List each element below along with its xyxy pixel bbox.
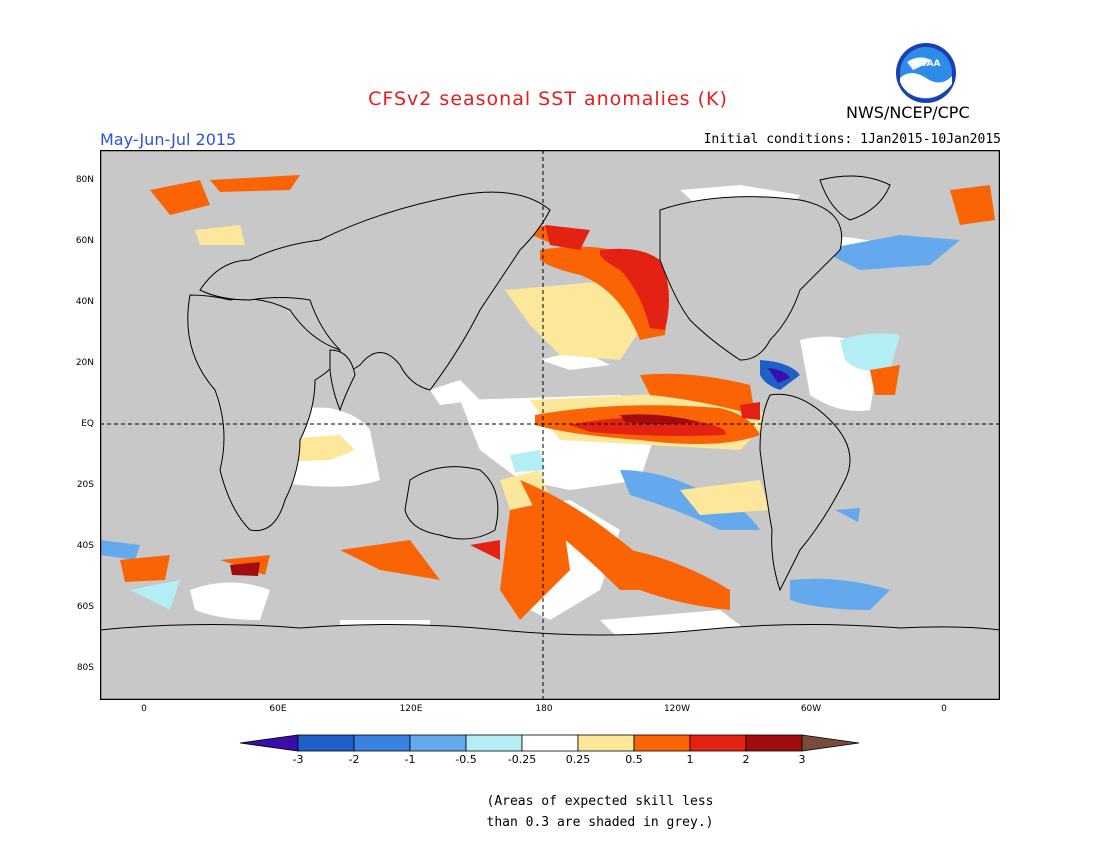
- colorbar-cell: [297, 734, 355, 752]
- colorbar-label: -1: [404, 753, 416, 766]
- lon-label: 120E: [399, 704, 423, 714]
- lat-label: 20N: [75, 358, 94, 368]
- colorbar-cell: [745, 734, 803, 752]
- agency-label: NWS/NCEP/CPC: [846, 103, 970, 122]
- initial-conditions-label: Initial conditions: 1Jan2015-10Jan2015: [703, 132, 1001, 147]
- lon-label: 0: [141, 704, 147, 714]
- very-strong-positive-anomaly-areas: [230, 414, 700, 576]
- colorbar-cell: [577, 734, 635, 752]
- very-strong-negative-anomaly-area: [768, 368, 790, 383]
- sst-anomaly-map: [100, 150, 1000, 700]
- lon-label: 60W: [800, 704, 822, 714]
- colorbar-cell: [240, 734, 299, 752]
- lat-label: 40S: [76, 541, 94, 551]
- colorbar-label: 0.25: [565, 753, 591, 766]
- noaa-logo-icon: NOAA: [896, 43, 956, 103]
- lon-label: 60E: [269, 704, 287, 714]
- lat-label: 40N: [75, 297, 94, 307]
- colorbar-cell: [409, 734, 467, 752]
- lat-label: 60S: [76, 602, 94, 612]
- colorbar: [240, 734, 860, 752]
- logo-text: NOAA: [912, 59, 941, 69]
- skill-note: (Areas of expected skill less than 0.3 a…: [486, 794, 714, 830]
- colorbar-cell: [689, 734, 747, 752]
- colorbar-label: 0.5: [625, 753, 643, 766]
- lat-label: 80S: [76, 663, 94, 673]
- lon-label: 0: [941, 704, 947, 714]
- colorbar-label: -2: [348, 753, 360, 766]
- colorbar-cell: [465, 734, 523, 752]
- colorbar-label: -3: [292, 753, 304, 766]
- colorbar-label: 3: [798, 753, 806, 766]
- colorbar-label: 1: [686, 753, 694, 766]
- season-label: May-Jun-Jul 2015: [100, 130, 237, 149]
- lat-label: 80N: [75, 175, 94, 185]
- lat-label: EQ: [81, 419, 94, 429]
- map-title: CFSv2 seasonal SST anomalies (K): [0, 88, 1100, 110]
- colorbar-label: -0.5: [455, 753, 477, 766]
- colorbar-cell: [633, 734, 691, 752]
- map-title-text: CFSv2 seasonal SST anomalies (K): [368, 88, 728, 110]
- colorbar-label: 2: [742, 753, 750, 766]
- lat-label: 60N: [75, 236, 94, 246]
- colorbar-cell: [801, 734, 860, 752]
- lon-label: 180: [535, 704, 553, 714]
- continent-outlines: [100, 175, 1000, 700]
- map-frame: [100, 150, 1000, 700]
- colorbar-cell: [353, 734, 411, 752]
- lat-label: 20S: [76, 480, 94, 490]
- colorbar-label: -0.25: [507, 753, 537, 766]
- lon-label: 120W: [663, 704, 691, 714]
- colorbar-cell: [521, 734, 579, 752]
